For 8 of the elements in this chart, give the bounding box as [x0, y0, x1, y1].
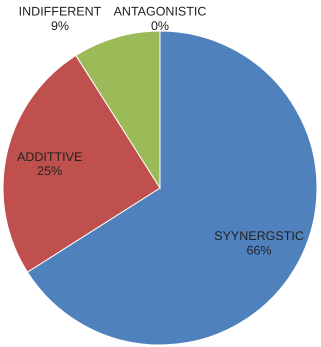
data-label: 25%: [37, 164, 62, 178]
slice-label: INDIFFERENT: [18, 4, 102, 18]
slice-label: SYYNERGSTIC: [214, 228, 304, 243]
data-label: 66%: [246, 243, 272, 258]
data-label: 9%: [50, 18, 70, 33]
text: 0%: [150, 18, 170, 33]
category-label: ANTAGONISTIC: [114, 4, 206, 18]
slice-label: ADDITTIVE: [17, 150, 82, 164]
